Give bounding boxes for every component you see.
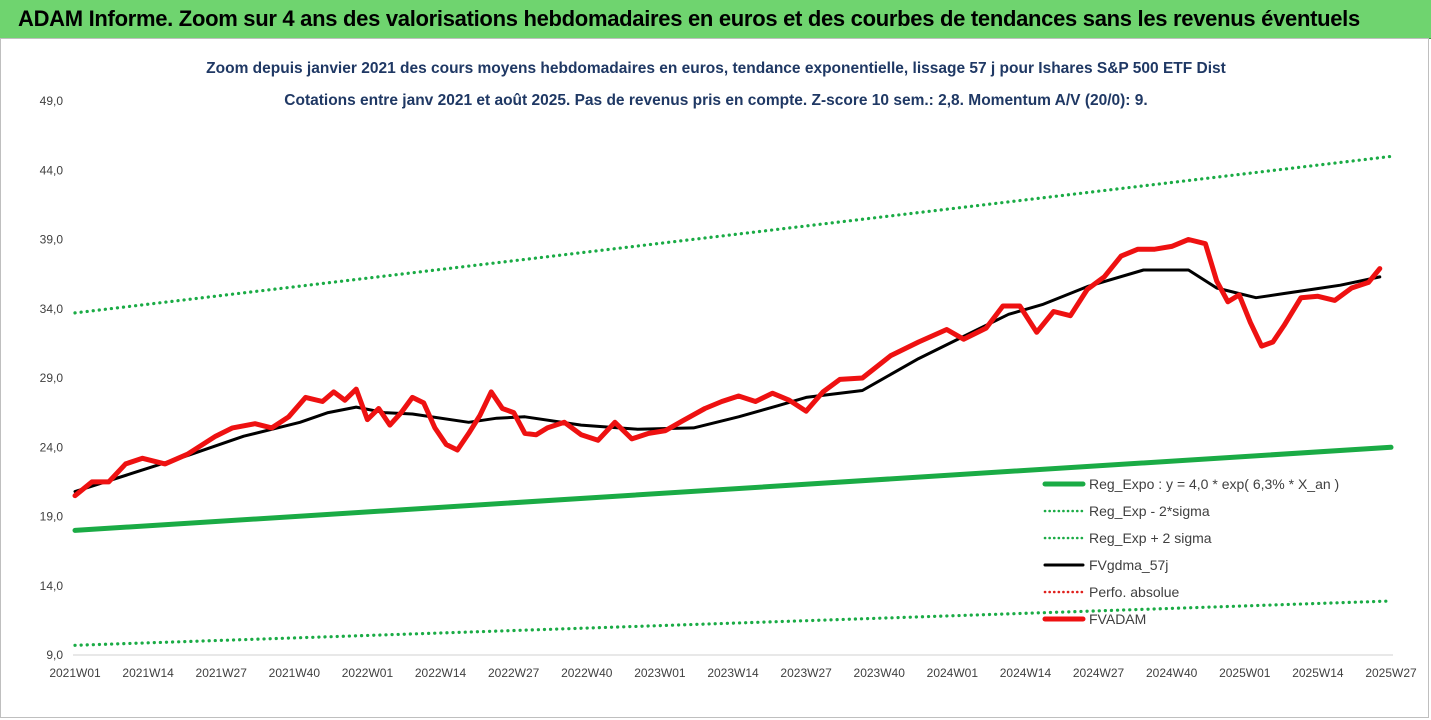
y-tick-label: 49,0	[40, 94, 64, 108]
x-tick-label: 2021W01	[49, 666, 101, 680]
series-line-0	[72, 444, 1394, 533]
series-line-2	[73, 154, 1393, 315]
chart-subtitle: Cotations entre janv 2021 et août 2025. …	[284, 92, 1147, 109]
y-tick-label: 24,0	[40, 440, 64, 454]
x-tick-label: 2022W01	[342, 666, 394, 680]
series-line-3	[73, 268, 1382, 494]
y-tick-label: 44,0	[40, 163, 64, 177]
chart-area: Zoom depuis janvier 2021 des cours moyen…	[0, 38, 1429, 718]
x-tick-label: 2021W14	[122, 666, 174, 680]
y-tick-label: 29,0	[40, 371, 64, 385]
x-tick-label: 2021W40	[269, 666, 321, 680]
legend-label: Perfo. absolue	[1089, 584, 1179, 600]
x-tick-label: 2025W14	[1292, 666, 1344, 680]
legend: Reg_Expo : y = 4,0 * exp( 6,3% * X_an ) R…	[1042, 476, 1339, 627]
series-layer	[72, 154, 1394, 647]
legend-label: Reg_Exp - 2*sigma	[1089, 503, 1210, 519]
series-line-1	[73, 599, 1393, 647]
report-banner: ADAM Informe. Zoom sur 4 ans des valoris…	[0, 0, 1431, 39]
x-tick-label: 2024W27	[1073, 666, 1125, 680]
y-tick-label: 39,0	[40, 233, 64, 247]
x-tick-label: 2024W14	[1000, 666, 1052, 680]
x-tick-label: 2023W40	[854, 666, 906, 680]
x-tick-label: 2021W27	[196, 666, 248, 680]
legend-label: Reg_Expo : y = 4,0 * exp( 6,3% * X_an )	[1089, 476, 1339, 492]
line-chart: Zoom depuis janvier 2021 des cours moyen…	[40, 60, 1417, 680]
legend-label: FVADAM	[1089, 611, 1146, 627]
y-tick-label: 14,0	[40, 579, 64, 593]
x-tick-label: 2023W01	[634, 666, 686, 680]
x-tick-label: 2022W27	[488, 666, 540, 680]
x-tick-label: 2023W14	[707, 666, 759, 680]
x-tick-label: 2025W27	[1365, 666, 1417, 680]
legend-label: Reg_Exp + 2 sigma	[1089, 530, 1212, 546]
x-tick-label: 2022W14	[415, 666, 467, 680]
report-title: ADAM Informe. Zoom sur 4 ans des valoris…	[18, 6, 1360, 31]
x-tick-label: 2024W01	[927, 666, 979, 680]
y-tick-label: 34,0	[40, 302, 64, 316]
x-tick-label: 2023W27	[780, 666, 832, 680]
x-axis-ticks: 2021W01 2021W14 2021W27 2021W40 2022W01 2022W…	[49, 666, 1417, 680]
legend-label: FVgdma_57j	[1089, 557, 1168, 573]
x-tick-label: 2025W01	[1219, 666, 1271, 680]
series-line-5	[72, 237, 1383, 499]
x-tick-label: 2022W40	[561, 666, 613, 680]
y-tick-label: 9,0	[46, 648, 63, 662]
chart-title: Zoom depuis janvier 2021 des cours moyen…	[206, 60, 1226, 77]
y-tick-label: 19,0	[40, 510, 64, 524]
y-axis-ticks: 9,0 14,0 19,0 24,0 29,0 34,0 39,0 44,0 49,0	[40, 94, 64, 662]
x-tick-label: 2024W40	[1146, 666, 1198, 680]
